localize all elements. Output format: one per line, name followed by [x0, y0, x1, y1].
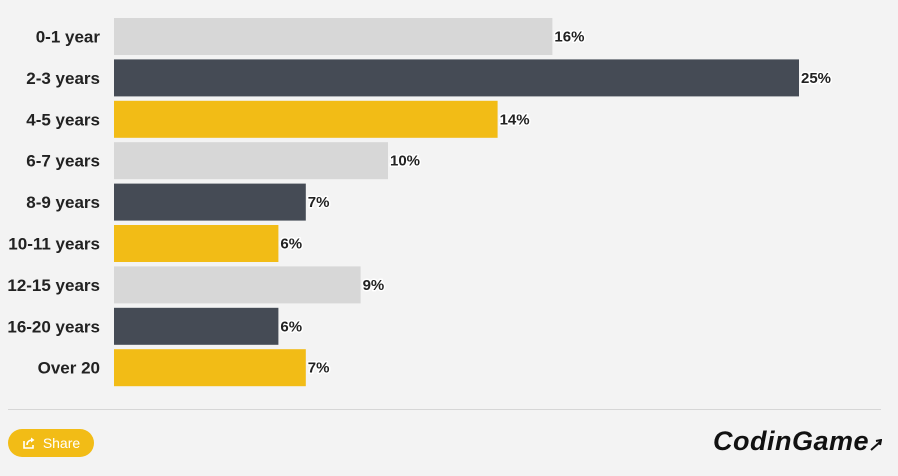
value-label: 9%: [363, 277, 385, 294]
bar[interactable]: [114, 225, 279, 262]
category-label: 16-20 years: [7, 317, 100, 336]
bar[interactable]: [114, 266, 361, 304]
value-label: 6%: [280, 318, 302, 335]
category-label: 10-11 years: [8, 235, 100, 254]
category-label: 2-3 years: [26, 69, 100, 88]
value-label: 16%: [554, 29, 584, 46]
bar[interactable]: [114, 349, 306, 387]
logo-text: CodinGame: [712, 425, 869, 456]
category-label: 4-5 years: [26, 110, 100, 129]
value-label: 14%: [500, 111, 530, 128]
bar[interactable]: [114, 307, 279, 345]
category-label: 6-7 years: [26, 152, 100, 171]
category-label: 12-15 years: [7, 276, 100, 295]
value-label: 25%: [801, 70, 831, 87]
codingame-logo: CodinGame: [712, 425, 883, 456]
bar[interactable]: [114, 18, 553, 55]
footer-divider: [8, 409, 881, 410]
bar[interactable]: [114, 183, 306, 221]
bar-chart: 0-1 year 16% 2-3 years 25% 4-5 years 14% 6-7 y…: [7, 18, 833, 387]
value-label: 6%: [280, 236, 302, 253]
value-label: 7%: [308, 360, 330, 377]
bar[interactable]: [114, 142, 388, 180]
value-label: 7%: [308, 194, 330, 211]
category-label: 0-1 year: [36, 28, 101, 47]
category-label: 8-9 years: [26, 193, 100, 212]
bar[interactable]: [114, 100, 498, 138]
value-label: 10%: [390, 153, 420, 170]
share-button[interactable]: Share: [8, 429, 94, 457]
share-label: Share: [42, 435, 81, 451]
bar[interactable]: [114, 59, 799, 97]
logo-mark-icon: [870, 427, 883, 451]
share-icon: [22, 436, 36, 450]
category-label: Over 20: [38, 359, 100, 378]
